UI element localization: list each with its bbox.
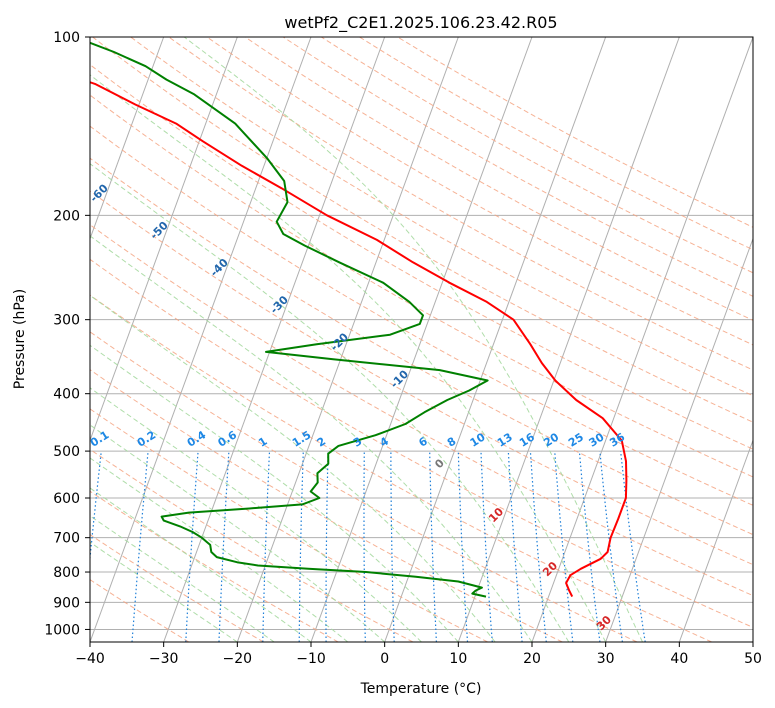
dry-adiabat [90, 224, 753, 597]
x-tick-label: 0 [380, 651, 389, 667]
y-tick-label: 300 [53, 313, 80, 329]
x-tick-label: 20 [523, 651, 541, 667]
x-tick-label: 40 [670, 651, 688, 667]
isotherm-line [605, 237, 753, 642]
plot-frame [89, 36, 754, 643]
y-tick-label: 600 [53, 491, 80, 507]
moist-adiabat [90, 235, 533, 642]
x-tick-label: −10 [296, 651, 326, 667]
dry-adiabat [282, 37, 753, 297]
dry-adiabat [397, 37, 753, 228]
x-tick-label: 30 [597, 651, 615, 667]
dry-adiabat [244, 37, 753, 321]
y-tick-label: 700 [53, 531, 80, 547]
dry-adiabat [130, 37, 753, 397]
mixing-ratio-line [620, 451, 646, 642]
moist-adiabat [90, 515, 275, 642]
dry-adiabat [90, 369, 563, 642]
dry-adiabat [90, 190, 753, 566]
y-tick-label: 100 [53, 30, 80, 46]
isotherm-line [90, 37, 238, 442]
dry-adiabat [90, 125, 753, 506]
dry-adiabat [90, 331, 638, 642]
dry-adiabat [90, 534, 264, 642]
moist-adiabat [183, 37, 643, 642]
dry-adiabat [90, 258, 753, 628]
y-tick-label: 200 [53, 208, 80, 224]
y-tick-label: 500 [53, 444, 80, 460]
y-tick-label: 800 [53, 565, 80, 581]
chart-title: wetPf2_C2E1.2025.106.23.42.R05 [284, 13, 557, 33]
x-tick-label: −20 [223, 651, 253, 667]
x-tick-label: −30 [149, 651, 179, 667]
dewpoint-trace [90, 41, 489, 598]
moist-adiabat [90, 74, 607, 642]
x-axis-title: Temperature (°C) [360, 681, 482, 697]
axes: −40 −30 −20 −10 0 10 20 30 40 50 100 200 300 400 500 60… [44, 30, 762, 667]
x-tick-label: 50 [744, 651, 762, 667]
isotherm-line [163, 37, 386, 642]
isotherm-line [531, 37, 753, 642]
dry-adiabat [168, 37, 753, 371]
y-tick-label: 1000 [44, 622, 80, 638]
isotherm-line [384, 37, 607, 642]
mixing-ratio-line [554, 451, 574, 642]
moist-adiabat [90, 424, 386, 642]
mixing-ratio-line [578, 451, 601, 642]
x-tick-label: −40 [75, 651, 105, 667]
y-tick-label: 900 [53, 595, 80, 611]
moist-adiabat [90, 294, 496, 642]
isotherm-line [90, 37, 165, 241]
moist-adiabat [90, 344, 459, 642]
isotherm-line [457, 37, 680, 642]
moist-adiabat [90, 457, 349, 642]
moist-adiabat [90, 387, 422, 642]
profile-traces [90, 41, 628, 598]
y-axis-title: Pressure (hPa) [12, 289, 28, 389]
dry-adiabat [206, 37, 753, 346]
dry-adiabat [90, 294, 712, 642]
y-tick-label: 400 [53, 387, 80, 403]
x-tick-label: 10 [449, 651, 467, 667]
isotherm-line [678, 438, 753, 642]
temperature-trace [90, 81, 628, 598]
mixing-ratio-line [599, 451, 623, 642]
